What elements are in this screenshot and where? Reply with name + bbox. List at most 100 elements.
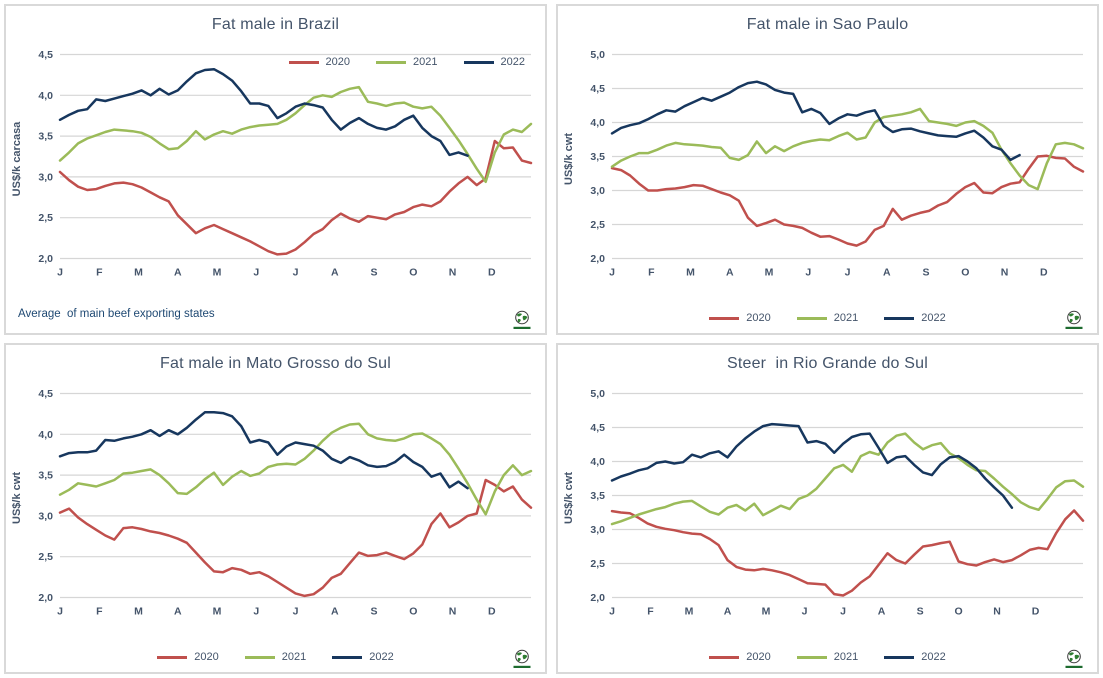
y-axis-title: US$/k cwt (563, 132, 575, 185)
svg-text:4,0: 4,0 (38, 90, 53, 102)
svg-text:N: N (449, 606, 457, 618)
legend-swatch-2020-icon (709, 316, 740, 320)
legend-label-2022: 2022 (369, 651, 394, 663)
svg-text:S: S (922, 267, 929, 279)
svg-text:N: N (1001, 267, 1009, 279)
svg-text:A: A (724, 606, 732, 618)
svg-text:2,0: 2,0 (38, 592, 53, 604)
svg-text:D: D (1040, 267, 1048, 279)
legend-item-2020: 2020 (288, 56, 351, 68)
legend-label-2022: 2022 (921, 651, 946, 663)
chart-panel-mato-grosso: Fat male in Mato Grosso do Sul US$/k cwt… (4, 343, 547, 674)
legend-label-2021: 2021 (281, 651, 307, 663)
svg-text:M: M (134, 606, 143, 618)
legend-item-2021: 2021 (796, 651, 859, 663)
legend-label-2021: 2021 (833, 312, 859, 324)
panel-footer: 2020 2021 2022 (562, 644, 1093, 670)
line-chart-rio-grande: 2,0 2,5 3,0 3,5 4,0 4,5 5,0 J F M A M J J A S O N D (590, 388, 1085, 618)
svg-text:J: J (609, 267, 615, 279)
legend-label-2021: 2021 (413, 56, 438, 68)
svg-text:4,5: 4,5 (38, 49, 53, 61)
chart-body-sao-paulo: US$/k cwt 2,0 2,5 3,0 3,5 4,0 4,5 5,0 J F M A M J J A S… (562, 34, 1093, 305)
svg-text:D: D (488, 267, 496, 279)
svg-text:A: A (174, 267, 182, 279)
legend-swatch-2022-icon (884, 316, 915, 320)
chart-panel-rio-grande: Steer in Rio Grande do Sul US$/k cwt 2,0… (556, 343, 1099, 674)
svg-text:J: J (253, 606, 259, 618)
legend-item-2020: 2020 (709, 312, 771, 324)
svg-text:S: S (917, 606, 924, 618)
svg-text:2,0: 2,0 (590, 253, 605, 265)
legend-item-2020: 2020 (709, 651, 771, 663)
svg-text:J: J (293, 267, 299, 279)
chart-panel-brazil: Fat male in Brazil US$/k carcasa 2,0 2,5 3… (4, 4, 547, 335)
svg-text:J: J (845, 267, 851, 279)
svg-text:4,0: 4,0 (590, 117, 605, 129)
svg-text:4,5: 4,5 (590, 422, 605, 434)
svg-text:A: A (878, 606, 886, 618)
svg-text:M: M (134, 267, 143, 279)
legend-item-2022: 2022 (884, 651, 946, 663)
legend-label-2021: 2021 (833, 651, 859, 663)
svg-text:O: O (409, 606, 417, 618)
chart-title-mato-grosso: Fat male in Mato Grosso do Sul (160, 355, 391, 372)
legend-swatch-2021-icon (796, 655, 827, 659)
svg-text:3,0: 3,0 (590, 524, 605, 536)
svg-text:A: A (331, 606, 339, 618)
svg-text:S: S (370, 606, 377, 618)
legend-label-2020: 2020 (746, 312, 771, 324)
chart-body-rio-grande: US$/k cwt 2,0 2,5 3,0 3,5 4,0 4,5 5,0 J F M A M J J A S… (562, 373, 1093, 644)
svg-text:3,5: 3,5 (590, 490, 605, 502)
svg-text:N: N (449, 267, 457, 279)
svg-text:A: A (174, 606, 182, 618)
svg-text:3,0: 3,0 (38, 510, 53, 522)
legend-label-2020: 2020 (194, 651, 219, 663)
globe-logo-icon (511, 310, 533, 330)
chart-legend: 2020 2021 2022 (288, 56, 525, 68)
svg-text:4,5: 4,5 (38, 388, 53, 400)
line-chart-mato-grosso: 2,0 2,5 3,0 3,5 4,0 4,5 J F M A M J J A S O N D (38, 388, 533, 618)
svg-text:2,5: 2,5 (38, 551, 53, 563)
svg-text:3,5: 3,5 (590, 151, 605, 163)
charts-grid: Fat male in Brazil US$/k carcasa 2,0 2,5 3… (4, 4, 1099, 674)
svg-text:3,5: 3,5 (38, 470, 53, 482)
svg-text:A: A (726, 267, 734, 279)
legend-swatch-2020-icon (709, 655, 740, 659)
panel-footer: Average of main beef exporting states (10, 305, 541, 331)
chart-footnote: Average of main beef exporting states (18, 308, 215, 320)
legend-item-2020: 2020 (157, 651, 219, 663)
legend-label-2020: 2020 (325, 56, 351, 68)
svg-text:5,0: 5,0 (590, 388, 605, 400)
panel-footer: 2020 2021 2022 (10, 644, 541, 670)
svg-text:3,0: 3,0 (590, 185, 605, 197)
legend-item-2021: 2021 (796, 312, 859, 324)
legend-item-2021: 2021 (244, 651, 307, 663)
svg-text:F: F (647, 606, 654, 618)
legend-swatch-2020-icon (288, 60, 319, 64)
chart-body-brazil: US$/k carcasa 2,0 2,5 3,0 3,5 4,0 4,5 J F M A M J J A… (10, 34, 541, 305)
svg-text:F: F (648, 267, 655, 279)
svg-text:2,5: 2,5 (590, 558, 605, 570)
svg-text:2,5: 2,5 (38, 212, 53, 224)
svg-text:4,0: 4,0 (590, 456, 605, 468)
svg-text:2,0: 2,0 (590, 592, 605, 604)
chart-legend: 2020 2021 2022 (709, 651, 946, 663)
legend-label-2022: 2022 (921, 312, 946, 324)
y-axis-title: US$/k cwt (11, 471, 23, 524)
y-axis-title: US$/k cwt (563, 471, 575, 524)
svg-text:3,5: 3,5 (38, 131, 53, 143)
svg-text:4,0: 4,0 (38, 429, 53, 441)
legend-label-2022: 2022 (500, 56, 525, 68)
svg-text:J: J (253, 267, 259, 279)
globe-logo-icon (1063, 310, 1085, 330)
legend-label-2020: 2020 (746, 651, 771, 663)
svg-text:M: M (685, 606, 694, 618)
svg-text:O: O (961, 267, 969, 279)
svg-text:J: J (57, 267, 63, 279)
svg-text:J: J (609, 606, 615, 618)
legend-swatch-2022-icon (884, 655, 915, 659)
legend-swatch-2022-icon (332, 655, 363, 659)
chart-title-sao-paulo: Fat male in Sao Paulo (746, 16, 909, 33)
line-chart-sao-paulo: 2,0 2,5 3,0 3,5 4,0 4,5 5,0 J F M A M J J A S O N D (590, 49, 1085, 279)
svg-text:M: M (213, 267, 222, 279)
